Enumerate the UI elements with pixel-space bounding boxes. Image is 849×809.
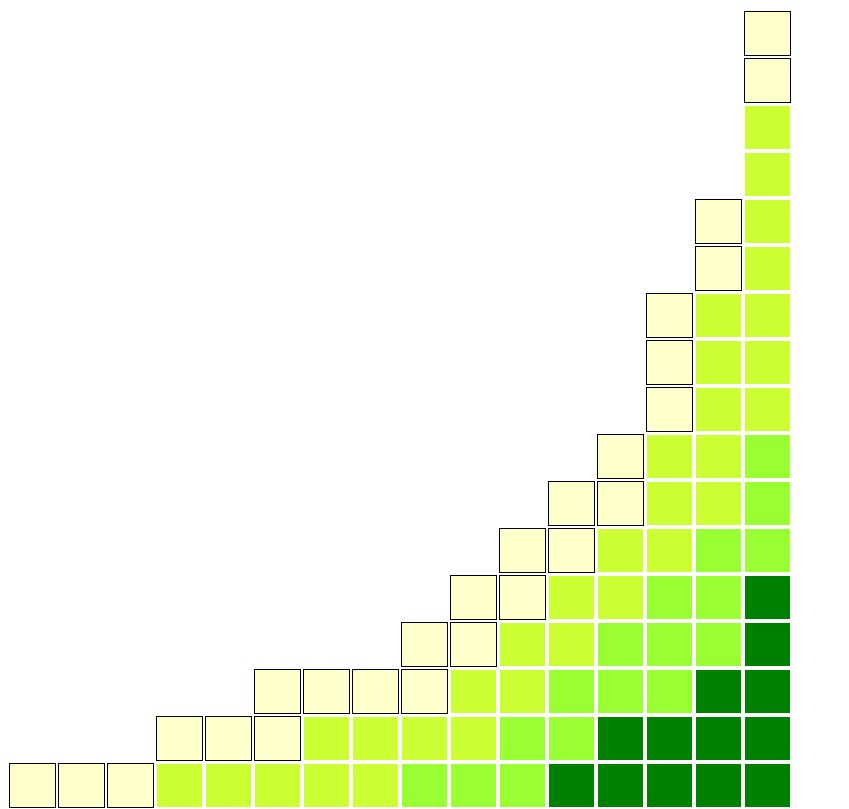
grid-cell — [597, 434, 644, 479]
grid-cell — [499, 575, 546, 620]
grid-cell — [352, 763, 399, 808]
grid-cell — [450, 716, 497, 761]
grid-cell — [156, 763, 203, 808]
grid-cell — [744, 434, 791, 479]
grid-cell — [597, 528, 644, 573]
grid-cell — [597, 575, 644, 620]
grid-cell — [548, 669, 595, 714]
grid-cell — [548, 575, 595, 620]
grid-cell — [303, 716, 350, 761]
grid-cell — [646, 528, 693, 573]
grid-cell — [597, 622, 644, 667]
grid-cell — [254, 763, 301, 808]
grid-cell — [646, 716, 693, 761]
grid-cell — [205, 716, 252, 761]
grid-cell — [254, 716, 301, 761]
grid-cell — [695, 293, 742, 338]
grid-cell — [499, 763, 546, 808]
grid-cell — [744, 387, 791, 432]
grid-cell — [744, 763, 791, 808]
grid-cell — [744, 11, 791, 56]
grid-cell — [401, 622, 448, 667]
grid-cell — [499, 528, 546, 573]
grid-cell — [58, 763, 105, 808]
grid-cell — [548, 528, 595, 573]
grid-cell — [401, 763, 448, 808]
grid-cell — [499, 669, 546, 714]
grid-cell — [548, 763, 595, 808]
grid-cell — [695, 763, 742, 808]
grid-cell — [695, 669, 742, 714]
grid-cell — [695, 387, 742, 432]
grid-cell — [695, 716, 742, 761]
grid-cell — [646, 575, 693, 620]
grid-cell — [744, 716, 791, 761]
grid-cell — [744, 152, 791, 197]
grid-cell — [597, 669, 644, 714]
grid-cell — [597, 716, 644, 761]
grid-cell — [646, 340, 693, 385]
grid-cell — [9, 763, 56, 808]
grid-cell — [352, 716, 399, 761]
grid-cell — [450, 669, 497, 714]
grid-cell — [450, 763, 497, 808]
grid-cell — [646, 387, 693, 432]
grid-cell — [744, 293, 791, 338]
grid-cell — [695, 575, 742, 620]
grid-cell — [695, 199, 742, 244]
grid-cell — [695, 622, 742, 667]
grid-cell — [695, 481, 742, 526]
grid-cell — [499, 716, 546, 761]
grid-cell — [744, 246, 791, 291]
grid-cell — [744, 105, 791, 150]
grid-cell — [597, 481, 644, 526]
grid-cell — [646, 293, 693, 338]
grid-cell — [646, 669, 693, 714]
grid-cell — [450, 575, 497, 620]
grid-cell — [695, 246, 742, 291]
grid-cell — [548, 622, 595, 667]
grid-cell — [401, 716, 448, 761]
grid-cell — [450, 622, 497, 667]
grid-cell — [205, 763, 252, 808]
grid-cell — [695, 528, 742, 573]
grid-cell — [695, 434, 742, 479]
grid-cell — [646, 434, 693, 479]
grid-cell — [107, 763, 154, 808]
grid-cell — [646, 622, 693, 667]
grid-cell — [548, 481, 595, 526]
grid-cell — [352, 669, 399, 714]
grid-cell — [744, 575, 791, 620]
grid-cell — [744, 528, 791, 573]
grid-cell — [744, 58, 791, 103]
grid-cell — [401, 669, 448, 714]
grid-cell — [548, 716, 595, 761]
grid-cell — [744, 622, 791, 667]
grid-cell — [303, 763, 350, 808]
grid-cell — [744, 340, 791, 385]
grid-cell — [597, 763, 644, 808]
grid-cell — [744, 481, 791, 526]
grid-cell — [744, 669, 791, 714]
grid-cell — [303, 669, 350, 714]
grid-cell — [646, 481, 693, 526]
grid-cell — [254, 669, 301, 714]
grid-cell — [156, 716, 203, 761]
grid-cell — [499, 622, 546, 667]
grid-cell — [744, 199, 791, 244]
grid-cell — [695, 340, 742, 385]
grid-cell — [646, 763, 693, 808]
